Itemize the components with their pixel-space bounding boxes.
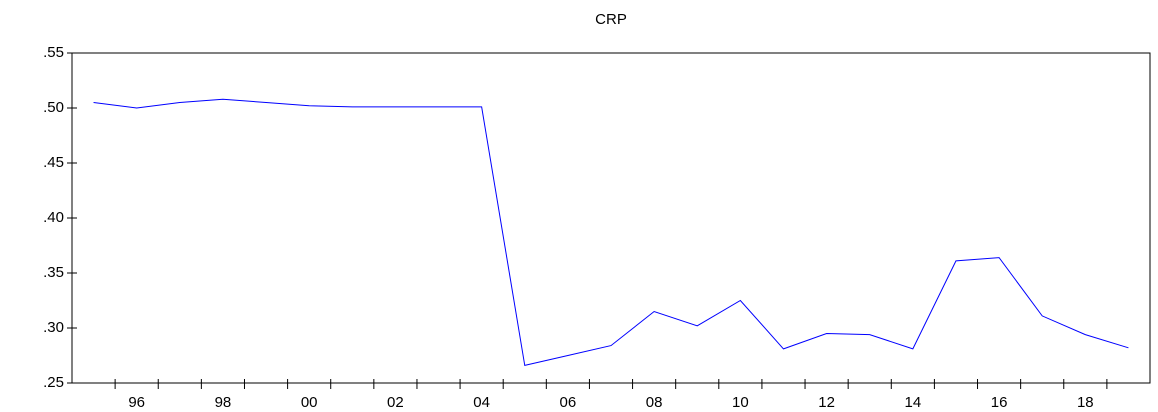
x-tick-label: 12 (818, 394, 835, 411)
y-tick-label: .35 (43, 264, 64, 281)
series-line (93, 98, 1129, 367)
x-tick-label: 06 (560, 394, 577, 411)
chart-title: CRP (595, 11, 627, 28)
x-tick-label: 14 (904, 394, 921, 411)
x-tick-label: 96 (128, 394, 145, 411)
y-tick-label: .45 (43, 154, 64, 171)
x-tick-label: 00 (301, 394, 318, 411)
y-tick-label: .55 (43, 44, 64, 61)
y-tick-label: .30 (43, 319, 64, 336)
y-tick-label: .25 (43, 374, 64, 391)
x-tick-label: 98 (215, 394, 232, 411)
x-tick-label: 18 (1077, 394, 1094, 411)
y-tick-label: .40 (43, 209, 64, 226)
x-tick-label: 10 (732, 394, 749, 411)
x-tick-label: 02 (387, 394, 404, 411)
plot-frame (71, 52, 1151, 384)
x-tick-label: 04 (473, 394, 490, 411)
x-tick-label: 08 (646, 394, 663, 411)
y-tick-label: .50 (43, 99, 64, 116)
x-tick-label: 16 (991, 394, 1008, 411)
